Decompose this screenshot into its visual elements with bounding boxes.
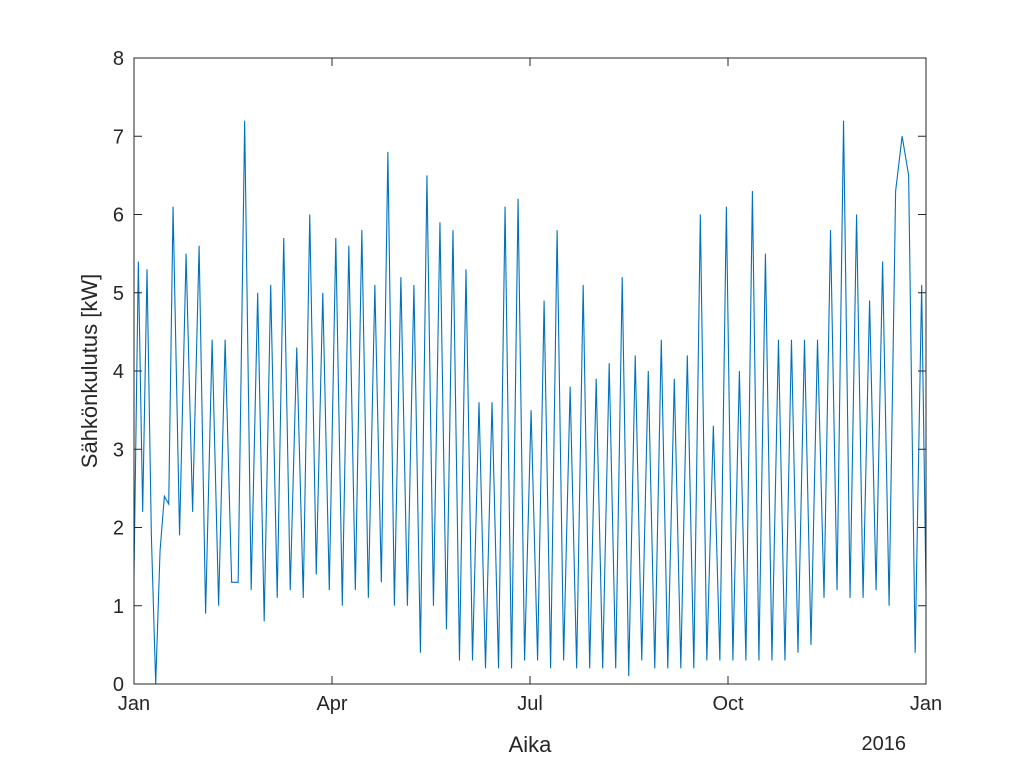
- y-tick-label: 5: [113, 283, 124, 305]
- plot-area: [133, 120, 927, 685]
- y-axis-label: Sähkönkulutus [kW]: [77, 274, 102, 468]
- axes: 0 1 2 3 4 5 6 7 8 Jan Apr Jul Oct Jan: [113, 48, 942, 715]
- x-tick-label: Apr: [316, 693, 347, 715]
- y-tick-label: 6: [113, 205, 124, 227]
- y-tick-label: 4: [113, 361, 124, 383]
- y-tick-label: 0: [113, 674, 124, 696]
- axes-box: [133, 57, 927, 685]
- x-tick-label: Jul: [517, 693, 543, 715]
- y-tick-label: 7: [113, 126, 124, 148]
- y-tick-label: 8: [113, 48, 124, 70]
- x-tick-label: Jan: [910, 693, 942, 715]
- x-tick-label: Oct: [712, 693, 744, 715]
- x-tick-label: Jan: [118, 693, 150, 715]
- y-tick-label: 3: [113, 439, 124, 461]
- x-axis-year-label: 2016: [862, 733, 907, 755]
- y-tick-label: 2: [113, 518, 124, 540]
- x-axis-label: Aika: [509, 732, 553, 757]
- y-tick-label: 1: [113, 596, 124, 618]
- series-line: [133, 120, 927, 685]
